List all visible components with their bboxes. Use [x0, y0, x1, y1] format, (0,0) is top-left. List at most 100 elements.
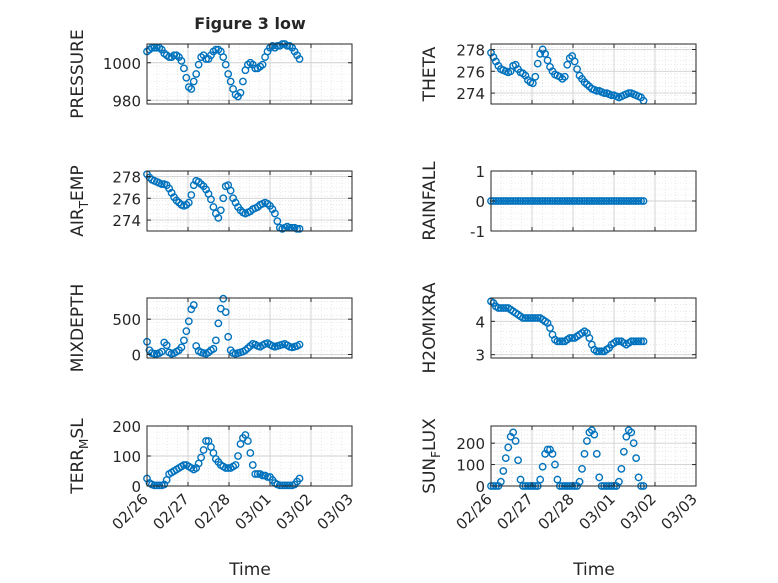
data-point [182, 327, 191, 336]
data-point [583, 197, 591, 205]
data-point [514, 456, 522, 465]
data-point [585, 334, 594, 342]
data-point [236, 88, 245, 97]
data-point [565, 334, 574, 342]
data-point [553, 475, 562, 484]
y-axis-label: MIXDEPTH [68, 284, 88, 373]
data-point [150, 349, 159, 358]
data-point [615, 477, 623, 486]
data-point [243, 437, 252, 445]
data-point [189, 301, 198, 309]
y-tick-label: 500 [112, 311, 141, 329]
data-point [590, 197, 599, 205]
data-point [565, 197, 574, 205]
data-point [627, 197, 636, 205]
data-point [634, 337, 643, 346]
data-point [592, 347, 601, 356]
data-point [615, 337, 623, 346]
y-tick-label: 1000 [103, 55, 141, 73]
data-point [543, 445, 552, 454]
data-point [590, 430, 599, 439]
data-point [575, 477, 584, 486]
data-point [617, 197, 626, 205]
data-point [639, 197, 648, 205]
data-point [553, 197, 562, 205]
data-point [607, 197, 616, 205]
data-point [221, 464, 230, 472]
data-point [219, 194, 228, 203]
data-point [592, 197, 601, 205]
panel-3: 274 276 278 AIRTEMP [68, 165, 353, 237]
data-point [221, 308, 230, 317]
data-point [560, 72, 569, 81]
data-point [546, 197, 554, 205]
data-point [219, 294, 228, 303]
data-point [209, 344, 218, 353]
data-point [533, 314, 542, 322]
x-tick-label: 03/03 [314, 490, 357, 533]
data-point [170, 51, 178, 60]
y-axis-label: AIRTEMP [68, 165, 91, 236]
data-point [536, 475, 545, 484]
data-point [568, 197, 577, 205]
data-point [555, 197, 564, 205]
data-point [211, 45, 220, 54]
data-point [499, 197, 508, 205]
data-point [283, 481, 292, 490]
data-point [639, 337, 648, 346]
y-tick-label: 278 [112, 168, 141, 186]
axes-box [490, 297, 697, 359]
data-point [634, 473, 643, 482]
data-point [578, 197, 586, 205]
data-point [148, 43, 156, 52]
data-point [224, 70, 233, 78]
panel-1: 980 1000 PRESSURE [68, 29, 353, 119]
y-tick-label: -1 [470, 223, 485, 241]
data-point [258, 471, 267, 480]
data-point [627, 428, 636, 437]
data-point [519, 314, 527, 322]
data-point [521, 197, 530, 205]
data-point [187, 85, 196, 93]
y-tick-label: 0 [131, 478, 141, 496]
data-point [519, 197, 527, 205]
xlabel-left: Time [228, 560, 271, 580]
data-point [494, 304, 503, 312]
data-point [592, 87, 601, 95]
data-point [629, 197, 638, 205]
data-point [632, 454, 641, 463]
data-point [516, 197, 525, 205]
data-point [177, 56, 186, 65]
panel-5: 0 500 MIXDEPTH [68, 284, 353, 373]
data-point [283, 41, 292, 50]
data-point [209, 203, 218, 211]
data-point [595, 347, 604, 356]
x-tick-label: 02/26 [453, 490, 496, 533]
data-point [211, 336, 220, 345]
data-point [224, 332, 233, 341]
data-point [607, 91, 616, 100]
x-tick-label: 03/01 [576, 490, 619, 533]
x-tick-label: 02/27 [150, 490, 193, 533]
data-point [548, 449, 557, 458]
data-point [536, 197, 545, 205]
data-point [587, 197, 596, 205]
data-point [602, 197, 611, 205]
axes-box [490, 425, 697, 487]
data-point [516, 475, 525, 484]
data-point [501, 197, 510, 205]
data-point [610, 197, 618, 205]
data-point [504, 197, 513, 205]
panel-4: -1 0 1 RAINFALL [420, 161, 697, 241]
data-point [216, 304, 225, 313]
x-tick-label: 03/03 [658, 490, 701, 533]
data-point [271, 209, 279, 218]
data-point [619, 197, 628, 205]
data-point [568, 334, 577, 342]
y-axis-label: RAINFALL [420, 161, 440, 241]
data-point [627, 337, 636, 346]
x-tick-label: 02/27 [494, 490, 537, 533]
y-axis-label: H2OMIXRA [420, 282, 440, 373]
